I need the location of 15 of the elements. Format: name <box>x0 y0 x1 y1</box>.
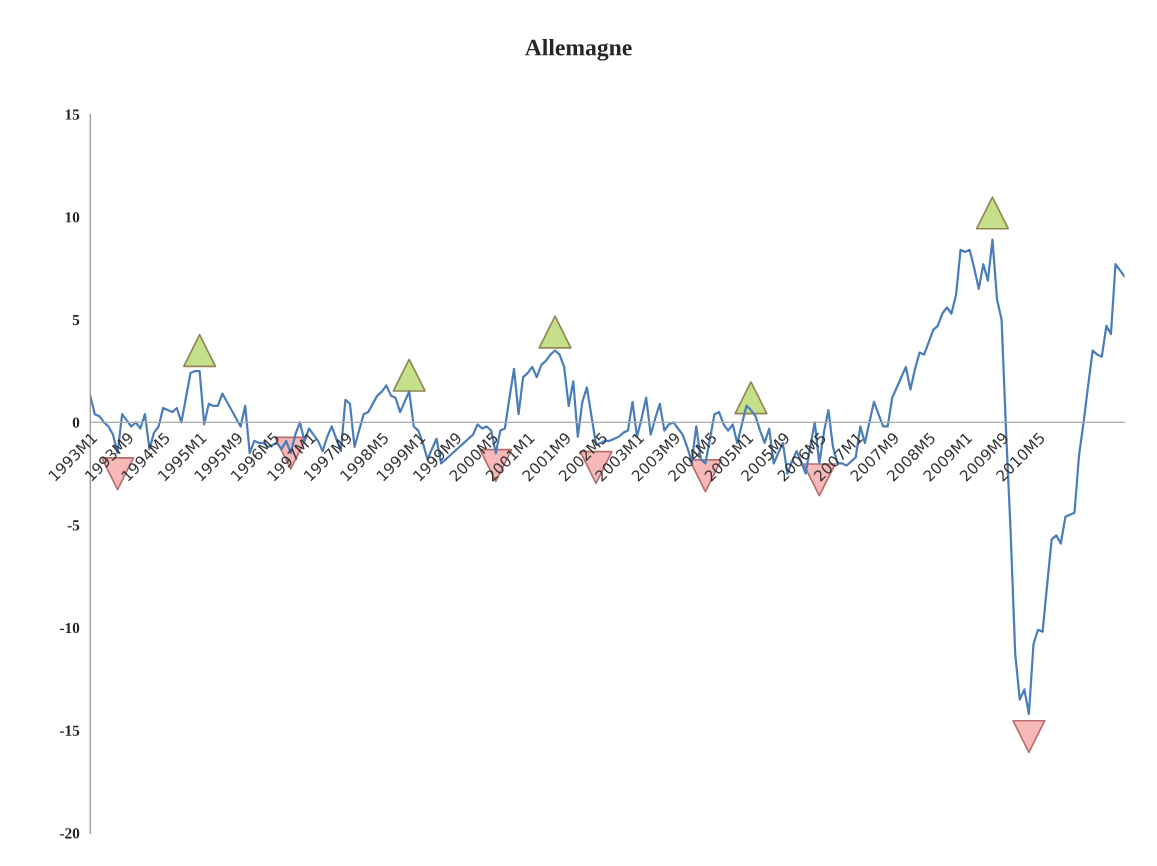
point <box>392 358 426 392</box>
y-tick-label: -20 <box>60 828 80 839</box>
y-tick-label: 0 <box>72 417 80 428</box>
y-tick-label: -5 <box>67 520 80 531</box>
point <box>1012 719 1046 754</box>
point <box>538 315 572 349</box>
point <box>734 381 768 415</box>
y-tick-label: 15 <box>65 109 80 120</box>
y-tick-label: -10 <box>60 622 80 634</box>
point <box>975 196 1010 230</box>
y-tick-label: -15 <box>60 725 80 736</box>
point <box>182 333 217 368</box>
chart-title: Allemagne <box>524 38 632 61</box>
y-tick-label: 10 <box>65 212 80 223</box>
y-tick-label: 5 <box>72 314 80 326</box>
